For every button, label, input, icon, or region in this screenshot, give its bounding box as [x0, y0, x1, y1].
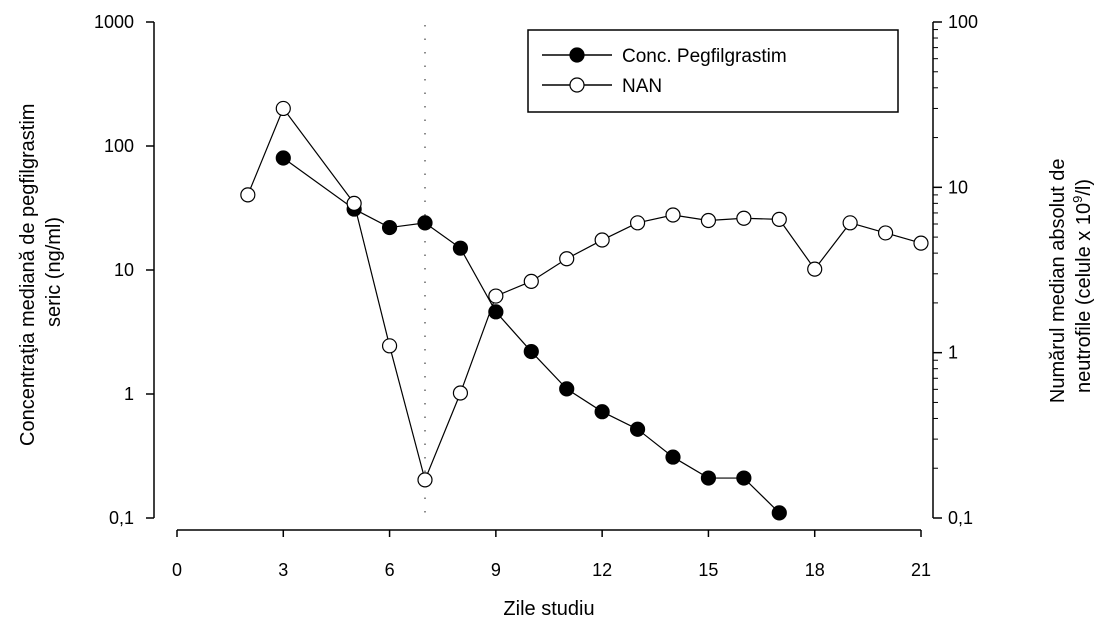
- left-y-tick-label: 10: [114, 260, 134, 280]
- legend-label-nan: NAN: [622, 76, 662, 97]
- right-y-axis-title-line1: Numărul median absolut de: [1047, 158, 1069, 403]
- x-tick-label: 18: [805, 560, 825, 580]
- nan-point: [807, 261, 823, 277]
- pegfilgrastim-point: [275, 150, 291, 166]
- series-lines: [247, 107, 922, 514]
- pegfilgrastim-point: [629, 421, 646, 437]
- legend-box: [527, 29, 899, 113]
- pegfilgrastim-point: [452, 240, 469, 256]
- nan-point: [665, 207, 681, 223]
- left-y-tick-label: 1000: [94, 12, 134, 32]
- pegfilgrastim-point: [771, 505, 787, 521]
- x-tick-label: 15: [698, 560, 718, 580]
- right-y-tick-label: 1: [948, 343, 958, 363]
- nan-point: [346, 195, 362, 211]
- left-y-axis-title-line2: seric (ng/ml): [43, 217, 65, 327]
- nan-point: [913, 235, 929, 251]
- nan-point: [700, 212, 717, 229]
- right-y-tick-label: 10: [948, 177, 968, 197]
- nan-point: [736, 210, 752, 226]
- legend: Conc. Pegfilgrastim NAN: [527, 29, 899, 113]
- pegfilgrastim-point: [417, 215, 433, 231]
- nan-point: [523, 273, 539, 289]
- x-ticks: 0 3 6 9 12 15 18 21: [172, 530, 931, 580]
- nan-point: [594, 232, 610, 248]
- pegfilgrastim-point: [488, 304, 504, 320]
- x-tick-label: 6: [385, 560, 395, 580]
- x-tick-label: 0: [172, 560, 182, 580]
- nan-point: [417, 472, 433, 488]
- right-y-ticks: 0,1 1 10 100: [933, 12, 978, 528]
- x-tick-label: 21: [911, 560, 931, 580]
- x-tick-label: 9: [491, 560, 501, 580]
- left-y-ticks: 0,1 1 10 100 1000: [94, 12, 154, 528]
- nan-point: [877, 225, 894, 241]
- pegfilgrastim-point: [594, 404, 610, 420]
- pegfilgrastim-point: [700, 470, 717, 486]
- legend-label-pegfilgrastim: Conc. Pegfilgrastim: [622, 46, 787, 67]
- x-axis-title: Zile studiu: [503, 598, 594, 620]
- left-y-tick-label: 1: [124, 384, 134, 404]
- right-y-tick-label: 100: [948, 12, 978, 32]
- nan-point: [629, 215, 646, 231]
- pegfilgrastim-point: [381, 219, 398, 236]
- nan-point: [381, 338, 398, 354]
- pegfilgrastim-point: [736, 470, 752, 486]
- right-y-axis-title-line2: neutrofile (celule x 10: [1073, 203, 1095, 393]
- nan-point: [842, 215, 858, 231]
- nan-point: [240, 187, 256, 203]
- legend-marker-pegfilgrastim: [569, 47, 585, 63]
- pegfilgrastim-point: [665, 449, 681, 465]
- legend-marker-nan: [569, 77, 585, 93]
- left-y-tick-label: 0,1: [109, 508, 134, 528]
- left-y-axis-title-line1: Concentraţia mediană de pegfilgrastim: [17, 104, 39, 446]
- pegfilgrastim-point: [559, 381, 575, 397]
- right-y-axis-title: Numărul median absolut de neutrofile (ce…: [1047, 153, 1095, 403]
- pegfilgrastim-point: [523, 343, 539, 360]
- left-y-tick-label: 100: [104, 136, 134, 156]
- nan-point: [452, 385, 469, 401]
- nan-point: [771, 211, 787, 227]
- right-y-tick-label: 0,1: [948, 508, 973, 528]
- nan-point: [488, 288, 504, 304]
- nan-point: [275, 100, 291, 117]
- x-tick-label: 3: [278, 560, 288, 580]
- series-markers: [240, 100, 929, 521]
- nan-point: [559, 251, 575, 267]
- x-tick-label: 12: [592, 560, 612, 580]
- right-y-axis-title-superscript: 9: [1070, 196, 1085, 203]
- left-y-axis-title: Concentraţia mediană de pegfilgrastim se…: [17, 98, 65, 446]
- series-line-nan: [247, 107, 922, 482]
- right-y-axis-title-end: /l): [1073, 179, 1095, 196]
